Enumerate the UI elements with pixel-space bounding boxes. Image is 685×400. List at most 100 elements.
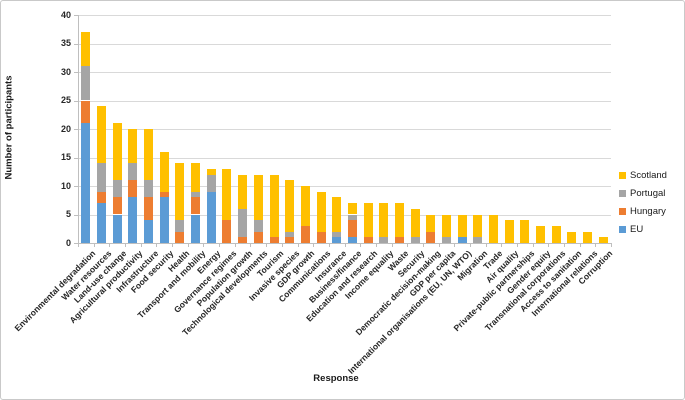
bar-segment-hungary	[285, 237, 295, 243]
bar-segment-scotland	[363, 203, 373, 238]
gridline-30	[78, 72, 611, 73]
y-tick-label: 35	[60, 38, 71, 48]
bar-segment-scotland	[536, 225, 545, 243]
bar-segment-hungary	[394, 237, 404, 243]
x-tick-mark	[611, 244, 612, 247]
legend-label: EU	[630, 223, 644, 235]
bar-segment-hungary	[269, 237, 279, 243]
x-tick-mark	[78, 244, 79, 247]
x-tick-mark	[328, 244, 330, 247]
y-axis-title: Number of participants	[3, 75, 15, 180]
bar-segment-scotland	[238, 174, 248, 209]
legend: Scotland Portugal Hungary EU	[619, 166, 667, 238]
bar-segment-eu	[159, 197, 169, 243]
bar-segment-portugal	[112, 180, 122, 198]
y-tick-label: 20	[60, 123, 71, 134]
y-tick-mark	[74, 43, 78, 45]
bar-segment-eu	[81, 123, 91, 243]
gridline-15	[78, 157, 611, 159]
x-tick-mark	[187, 244, 189, 247]
bar-segment-scotland	[410, 208, 420, 238]
x-tick-mark	[140, 244, 142, 247]
y-tick-label: 40	[60, 9, 71, 20]
x-tick-mark	[407, 244, 409, 247]
bar-segment-scotland	[191, 163, 201, 192]
bar-segment-hungary	[316, 231, 326, 243]
x-tick-mark	[564, 244, 565, 247]
bar-segment-portugal	[81, 66, 91, 101]
bar-segment-hungary	[128, 180, 138, 198]
bar-segment-hungary	[112, 197, 122, 215]
x-tick-mark	[172, 244, 174, 247]
legend-item-eu: EU	[619, 220, 667, 238]
bar-segment-hungary	[191, 197, 201, 215]
bar-segment-hungary	[426, 231, 436, 243]
y-tick-label: 15	[60, 152, 71, 162]
x-tick-mark	[501, 244, 503, 247]
x-tick-mark	[109, 244, 111, 247]
bar-segment-eu	[144, 220, 153, 243]
bar-segment-portugal	[206, 174, 216, 192]
x-tick-mark	[595, 244, 597, 247]
y-tick-mark	[74, 157, 78, 159]
y-tick-mark	[74, 186, 78, 187]
y-tick-mark	[74, 243, 78, 244]
bar-segment-hungary	[159, 191, 169, 198]
bar-segment-eu	[206, 191, 216, 243]
legend-swatch-hungary	[619, 207, 626, 215]
x-tick-mark	[422, 244, 424, 247]
y-tick-label: 5	[65, 209, 71, 219]
bar-segment-portugal	[379, 237, 389, 243]
x-tick-mark	[438, 244, 440, 247]
x-tick-mark	[250, 244, 252, 247]
legend-label: Hungary	[630, 205, 666, 217]
y-tick-label: 25	[60, 95, 71, 105]
bar-segment-portugal	[175, 220, 185, 232]
bar-segment-portugal	[441, 237, 451, 243]
x-tick-mark	[313, 244, 315, 247]
bar-segment-scotland	[457, 214, 467, 238]
x-tick-mark	[156, 244, 158, 247]
bar-segment-eu	[128, 197, 138, 243]
bar-segment-scotland	[394, 203, 404, 238]
x-tick-mark	[391, 244, 393, 247]
bar-segment-scotland	[426, 214, 436, 232]
x-tick-mark	[281, 244, 283, 247]
bar-segment-scotland	[253, 174, 263, 221]
bar-segment-portugal	[332, 231, 342, 238]
legend-label: Portugal	[630, 187, 666, 199]
bar-segment-scotland	[347, 203, 357, 215]
bar-segment-scotland	[128, 129, 138, 164]
bar-segment-scotland	[81, 32, 91, 67]
x-tick-mark	[125, 244, 126, 247]
bar-segment-scotland	[520, 220, 530, 243]
y-tick-label: 10	[60, 180, 71, 191]
bar-segment-eu	[347, 237, 357, 243]
bar-segment-scotland	[159, 151, 169, 192]
x-tick-mark	[516, 244, 518, 247]
bar-segment-hungary	[144, 197, 153, 221]
x-tick-mark	[579, 244, 581, 247]
bar-segment-hungary	[238, 237, 248, 243]
bar-segment-scotland	[379, 203, 389, 238]
bar-segment-eu	[332, 237, 342, 243]
x-axis-line	[78, 243, 612, 244]
bar-segment-scotland	[222, 168, 232, 221]
y-tick-label: 30	[60, 66, 71, 77]
x-tick-mark	[548, 244, 550, 247]
bar-segment-scotland	[551, 225, 561, 243]
bar-segment-eu	[191, 214, 201, 243]
x-tick-mark	[203, 244, 205, 247]
y-tick-mark	[74, 72, 78, 73]
x-tick-mark	[297, 244, 299, 247]
x-tick-mark	[469, 244, 471, 247]
bar-segment-scotland	[144, 129, 153, 181]
x-tick-mark	[344, 244, 346, 247]
bar-segment-portugal	[285, 231, 295, 238]
bar-segment-scotland	[175, 163, 185, 221]
x-tick-mark	[234, 244, 236, 247]
bar-segment-scotland	[598, 237, 608, 243]
x-tick-mark	[266, 244, 268, 247]
gridline-10	[78, 186, 611, 187]
